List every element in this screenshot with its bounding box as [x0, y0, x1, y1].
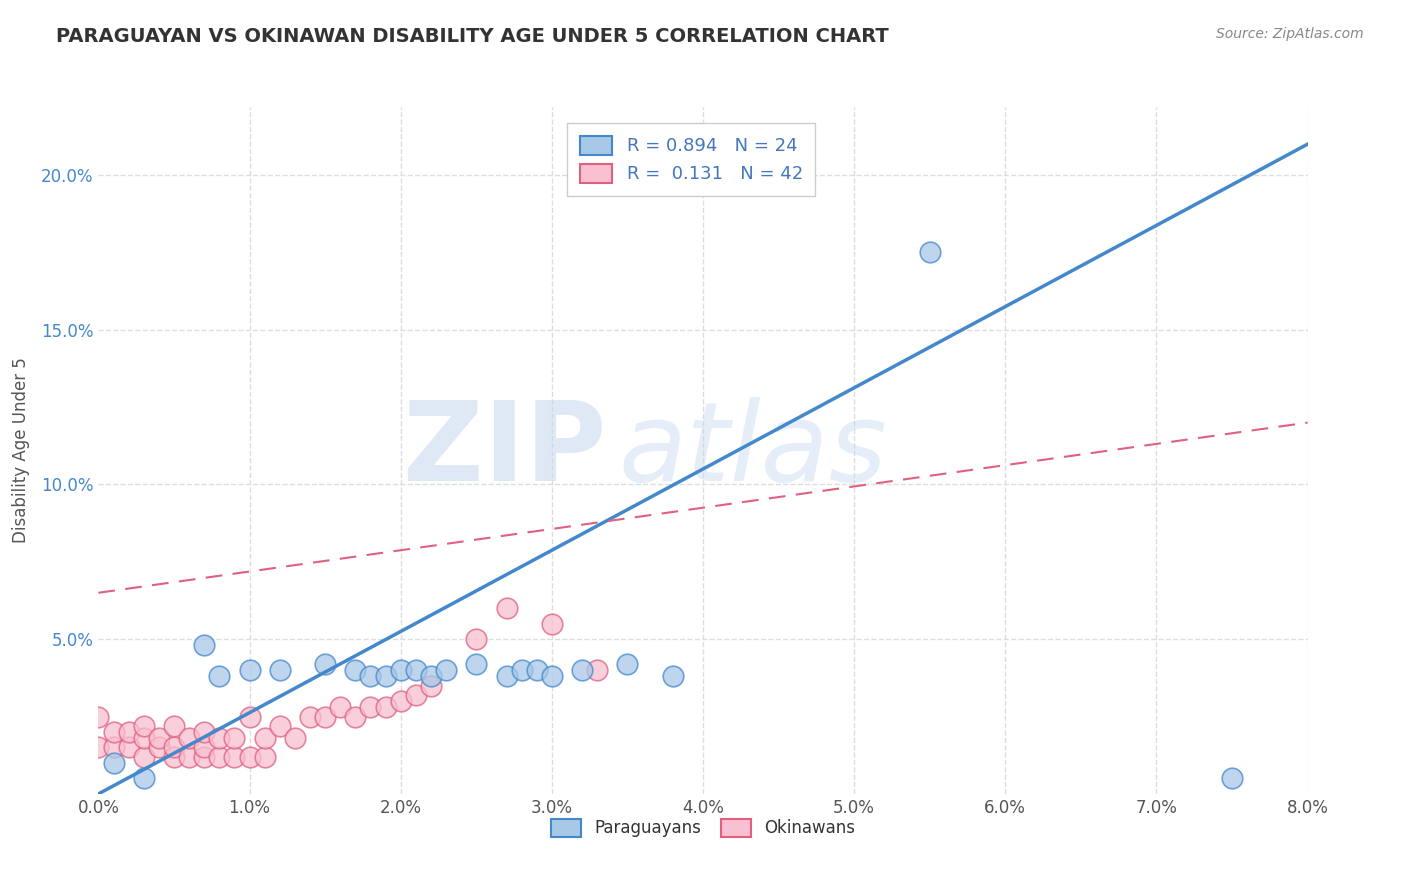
Point: [132, 772, 155, 786]
Point: [179, 749, 201, 764]
Point: [163, 749, 186, 764]
Point: [269, 719, 291, 733]
Point: [360, 700, 382, 714]
Point: [344, 663, 367, 677]
Point: [224, 731, 246, 746]
Point: [193, 725, 215, 739]
Point: [193, 639, 215, 653]
Point: [374, 669, 396, 683]
Legend: Paraguayans, Okinawans: Paraguayans, Okinawans: [541, 809, 865, 847]
Point: [284, 731, 307, 746]
Point: [374, 700, 396, 714]
Point: [389, 663, 412, 677]
Point: [540, 669, 562, 683]
Point: [163, 719, 186, 733]
Point: [465, 632, 488, 647]
Point: [103, 756, 125, 770]
Point: [918, 245, 941, 260]
Point: [420, 669, 443, 683]
Text: atlas: atlas: [619, 397, 887, 504]
Point: [253, 731, 276, 746]
Point: [405, 688, 427, 702]
Point: [118, 725, 141, 739]
Point: [148, 740, 170, 755]
Point: [253, 749, 276, 764]
Point: [465, 657, 488, 671]
Point: [661, 669, 683, 683]
Text: Source: ZipAtlas.com: Source: ZipAtlas.com: [1216, 27, 1364, 41]
Y-axis label: Disability Age Under 5: Disability Age Under 5: [11, 358, 30, 543]
Point: [163, 740, 186, 755]
Point: [269, 663, 291, 677]
Point: [103, 740, 125, 755]
Point: [239, 663, 262, 677]
Point: [616, 657, 638, 671]
Point: [389, 694, 412, 708]
Text: ZIP: ZIP: [404, 397, 606, 504]
Point: [193, 740, 215, 755]
Point: [571, 663, 593, 677]
Text: PARAGUAYAN VS OKINAWAN DISABILITY AGE UNDER 5 CORRELATION CHART: PARAGUAYAN VS OKINAWAN DISABILITY AGE UN…: [56, 27, 889, 45]
Point: [208, 731, 231, 746]
Point: [299, 709, 322, 723]
Point: [148, 731, 170, 746]
Point: [87, 709, 110, 723]
Point: [224, 749, 246, 764]
Point: [510, 663, 533, 677]
Point: [1220, 772, 1243, 786]
Point: [434, 663, 457, 677]
Point: [132, 731, 155, 746]
Point: [87, 740, 110, 755]
Point: [495, 601, 517, 615]
Point: [420, 679, 443, 693]
Point: [526, 663, 548, 677]
Point: [103, 725, 125, 739]
Point: [132, 719, 155, 733]
Point: [239, 709, 262, 723]
Point: [179, 731, 201, 746]
Point: [360, 669, 382, 683]
Point: [132, 749, 155, 764]
Point: [118, 740, 141, 755]
Point: [314, 709, 336, 723]
Point: [239, 749, 262, 764]
Point: [405, 663, 427, 677]
Point: [314, 657, 336, 671]
Point: [329, 700, 352, 714]
Point: [193, 749, 215, 764]
Point: [344, 709, 367, 723]
Point: [540, 616, 562, 631]
Point: [495, 669, 517, 683]
Point: [208, 669, 231, 683]
Point: [208, 749, 231, 764]
Point: [586, 663, 609, 677]
